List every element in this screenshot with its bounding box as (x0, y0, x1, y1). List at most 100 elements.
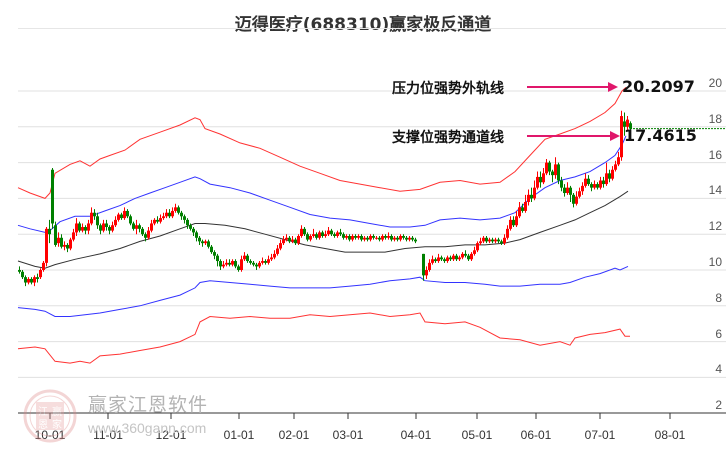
upper_inner-line (17, 135, 627, 233)
candle (315, 234, 318, 238)
candle (617, 157, 620, 165)
candle (324, 234, 327, 236)
svg-text:江: 江 (38, 406, 48, 418)
candle (174, 207, 177, 211)
candle (270, 257, 273, 260)
candle (339, 232, 342, 235)
candle (189, 225, 192, 229)
candle (488, 239, 491, 242)
candles (18, 110, 632, 287)
candle (536, 176, 539, 188)
x-tick-label: 05-01 (461, 428, 493, 442)
candle (515, 216, 518, 226)
candle (303, 228, 306, 235)
candle (354, 235, 357, 238)
candle (78, 223, 81, 231)
candle (345, 235, 348, 238)
candle (66, 244, 69, 249)
candle (360, 235, 363, 240)
candle (533, 187, 536, 199)
candle (396, 237, 399, 240)
candle (566, 187, 569, 194)
candle (530, 194, 533, 199)
candle (629, 123, 632, 129)
candle (240, 259, 243, 270)
candle (108, 227, 111, 231)
candle (342, 234, 345, 238)
candle (21, 271, 24, 278)
candle (42, 262, 45, 270)
candle (117, 214, 120, 220)
candle (93, 212, 96, 217)
candle (132, 223, 135, 229)
candle (96, 216, 99, 226)
svg-text:恩: 恩 (38, 419, 48, 431)
candle (183, 216, 186, 220)
candle (545, 162, 548, 174)
candle (219, 261, 222, 267)
candle (141, 228, 144, 235)
candle (428, 262, 431, 270)
candle (51, 169, 54, 224)
candle (390, 235, 393, 240)
candle (36, 277, 39, 279)
candle (213, 252, 216, 256)
candle (231, 261, 234, 265)
y-tick-label: 12 (708, 219, 722, 234)
candle (276, 248, 279, 254)
candle (563, 187, 566, 194)
candle (57, 237, 60, 244)
candle (306, 234, 309, 240)
annotation-arrows (527, 82, 620, 141)
candle (402, 235, 405, 238)
candle (63, 244, 66, 247)
candle (524, 201, 527, 211)
candle (255, 264, 258, 267)
candle (300, 228, 303, 236)
watermark-text: 赢家江恩软件 (88, 394, 209, 416)
candle (150, 223, 153, 231)
x-tick-label: 04-01 (400, 428, 432, 442)
candle (512, 219, 515, 226)
candle (479, 241, 482, 244)
x-tick-label: 02-01 (278, 428, 310, 442)
candle (605, 173, 608, 185)
candle (264, 261, 267, 263)
candle (620, 116, 623, 158)
candle (267, 259, 270, 263)
candle (18, 270, 21, 272)
candle (207, 241, 210, 247)
candle (186, 219, 189, 226)
candle (470, 253, 473, 260)
y-tick-label: 20 (708, 76, 722, 90)
candle (288, 237, 291, 242)
candle (473, 250, 476, 254)
candle (234, 261, 237, 267)
candle (279, 243, 282, 249)
candle (105, 223, 108, 228)
candle (153, 219, 156, 224)
candle (521, 207, 524, 211)
candle (252, 262, 255, 265)
candle (162, 216, 165, 219)
candle (557, 164, 560, 181)
gridlines (18, 90, 726, 378)
candle (548, 162, 551, 172)
y-tick-label: 4 (715, 362, 722, 377)
candle (560, 180, 563, 188)
candle (156, 219, 159, 222)
candle (123, 210, 126, 219)
candle (291, 239, 294, 242)
candle (569, 187, 572, 195)
y-tick-label: 16 (708, 147, 722, 162)
candle (99, 225, 102, 231)
candle (366, 237, 369, 240)
candle (414, 239, 417, 242)
candle (399, 235, 402, 240)
svg-text:家: 家 (52, 418, 62, 431)
chart-title: 迈得医疗(688310)赢家极反通道 (234, 15, 492, 35)
title-divider (18, 28, 726, 29)
candle (294, 239, 297, 244)
candle (336, 232, 339, 236)
candle (246, 255, 249, 262)
